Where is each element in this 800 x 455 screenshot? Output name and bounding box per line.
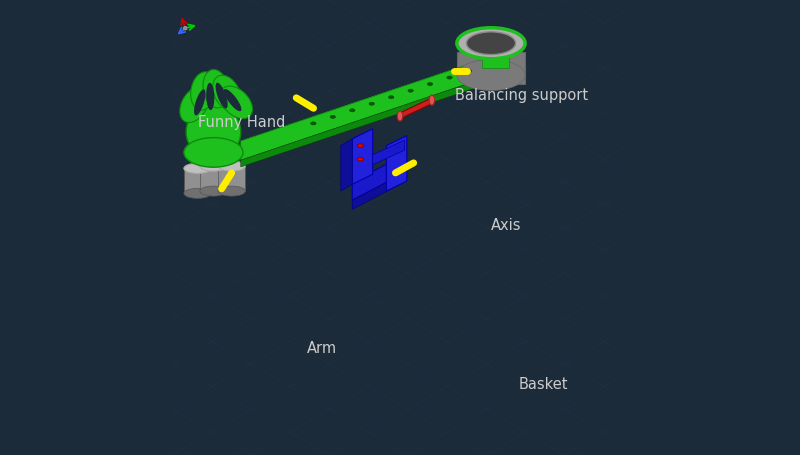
Ellipse shape — [194, 89, 206, 116]
Polygon shape — [400, 98, 432, 119]
Polygon shape — [218, 166, 246, 191]
Ellipse shape — [398, 111, 402, 121]
Ellipse shape — [310, 122, 316, 125]
Text: Arm: Arm — [306, 341, 337, 356]
Text: Funny Hand: Funny Hand — [198, 116, 285, 131]
Polygon shape — [386, 136, 407, 191]
Ellipse shape — [427, 82, 433, 86]
Polygon shape — [457, 52, 525, 84]
Polygon shape — [482, 50, 513, 54]
Ellipse shape — [358, 144, 363, 147]
Polygon shape — [241, 54, 500, 160]
Ellipse shape — [446, 76, 452, 79]
Ellipse shape — [200, 161, 227, 171]
Ellipse shape — [408, 89, 414, 92]
Ellipse shape — [218, 186, 246, 196]
Ellipse shape — [358, 157, 363, 161]
Ellipse shape — [180, 87, 209, 122]
Polygon shape — [184, 168, 211, 193]
Ellipse shape — [224, 89, 242, 111]
Ellipse shape — [429, 95, 434, 105]
Ellipse shape — [330, 115, 335, 118]
Polygon shape — [241, 73, 500, 167]
Ellipse shape — [466, 32, 515, 55]
Ellipse shape — [184, 163, 211, 173]
Ellipse shape — [190, 72, 216, 110]
Polygon shape — [482, 54, 509, 68]
Ellipse shape — [350, 109, 355, 112]
Polygon shape — [352, 173, 405, 209]
Ellipse shape — [369, 102, 374, 106]
Polygon shape — [200, 166, 227, 191]
Ellipse shape — [218, 161, 246, 171]
Ellipse shape — [389, 96, 394, 99]
Ellipse shape — [203, 70, 229, 108]
Text: Axis: Axis — [491, 218, 522, 233]
Ellipse shape — [220, 86, 253, 119]
Ellipse shape — [183, 26, 187, 30]
Ellipse shape — [457, 60, 525, 91]
Polygon shape — [241, 54, 507, 150]
Text: Balancing support: Balancing support — [454, 88, 588, 103]
Ellipse shape — [213, 75, 242, 111]
Polygon shape — [341, 139, 352, 191]
Ellipse shape — [184, 137, 243, 167]
Ellipse shape — [186, 105, 241, 159]
Text: Basket: Basket — [518, 377, 568, 392]
Ellipse shape — [466, 70, 472, 73]
Ellipse shape — [200, 186, 227, 196]
Ellipse shape — [206, 83, 214, 110]
Ellipse shape — [215, 83, 228, 108]
Polygon shape — [373, 140, 405, 165]
Ellipse shape — [457, 28, 525, 59]
Ellipse shape — [184, 188, 211, 198]
Polygon shape — [352, 155, 405, 200]
Polygon shape — [352, 129, 373, 184]
